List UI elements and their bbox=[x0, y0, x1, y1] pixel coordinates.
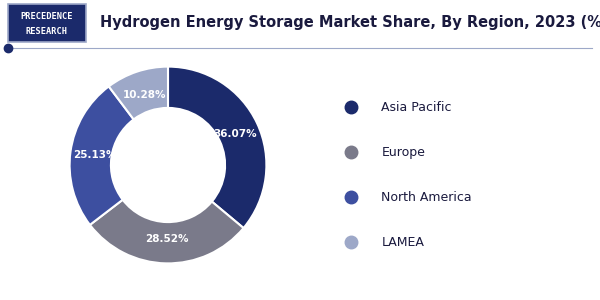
Text: Europe: Europe bbox=[382, 146, 425, 159]
Text: Asia Pacific: Asia Pacific bbox=[382, 101, 452, 114]
Wedge shape bbox=[70, 86, 134, 225]
Text: PRECEDENCE: PRECEDENCE bbox=[21, 12, 73, 21]
FancyBboxPatch shape bbox=[8, 4, 86, 42]
Text: Hydrogen Energy Storage Market Share, By Region, 2023 (%): Hydrogen Energy Storage Market Share, By… bbox=[100, 14, 600, 29]
Wedge shape bbox=[90, 200, 244, 263]
Text: 25.13%: 25.13% bbox=[73, 150, 116, 160]
Wedge shape bbox=[109, 67, 168, 119]
Text: 36.07%: 36.07% bbox=[213, 129, 257, 139]
Text: LAMEA: LAMEA bbox=[382, 236, 424, 249]
Text: 10.28%: 10.28% bbox=[123, 90, 166, 100]
Text: North America: North America bbox=[382, 191, 472, 204]
Wedge shape bbox=[168, 67, 266, 228]
Text: 28.52%: 28.52% bbox=[145, 234, 188, 244]
Text: RESEARCH: RESEARCH bbox=[26, 27, 68, 36]
